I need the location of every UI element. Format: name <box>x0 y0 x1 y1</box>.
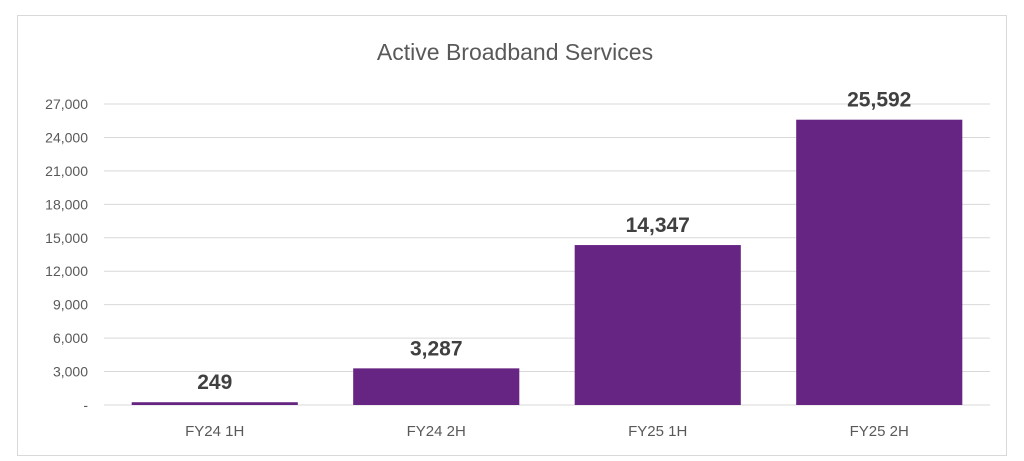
data-label: 249 <box>197 371 232 394</box>
bar <box>796 119 963 405</box>
y-tick-label: 15,000 <box>45 230 88 246</box>
x-category-label: FY25 2H <box>850 423 909 440</box>
data-label: 3,287 <box>410 337 463 360</box>
y-tick-label: 21,000 <box>45 163 88 179</box>
y-tick-label: 18,000 <box>45 196 88 212</box>
x-category-label: FY25 1H <box>628 423 687 440</box>
x-category-label: FY24 1H <box>185 423 244 440</box>
x-category-label: FY24 2H <box>407 423 466 440</box>
data-labels: 249 3,287 14,347 25,592 <box>197 89 911 395</box>
bar <box>131 402 298 405</box>
y-tick-label: 12,000 <box>45 263 88 279</box>
y-tick-label: - <box>83 397 88 413</box>
y-tick-label: 6,000 <box>53 330 88 346</box>
y-tick-label: 27,000 <box>45 96 88 112</box>
bar <box>353 368 520 405</box>
data-label: 25,592 <box>847 89 911 112</box>
y-tick-label: 24,000 <box>45 129 88 145</box>
y-tick-label: 3,000 <box>53 364 88 380</box>
y-axis-ticks: - 3,000 6,000 9,000 12,000 15,000 18,000 21,000… <box>45 96 88 413</box>
y-tick-label: 9,000 <box>53 297 88 313</box>
bar <box>574 245 741 405</box>
data-label: 14,347 <box>626 214 690 237</box>
bars <box>131 119 963 405</box>
x-axis-categories: FY24 1H FY24 2H FY25 1H FY25 2H <box>185 423 909 440</box>
chart-title: Active Broadband Services <box>377 39 653 65</box>
